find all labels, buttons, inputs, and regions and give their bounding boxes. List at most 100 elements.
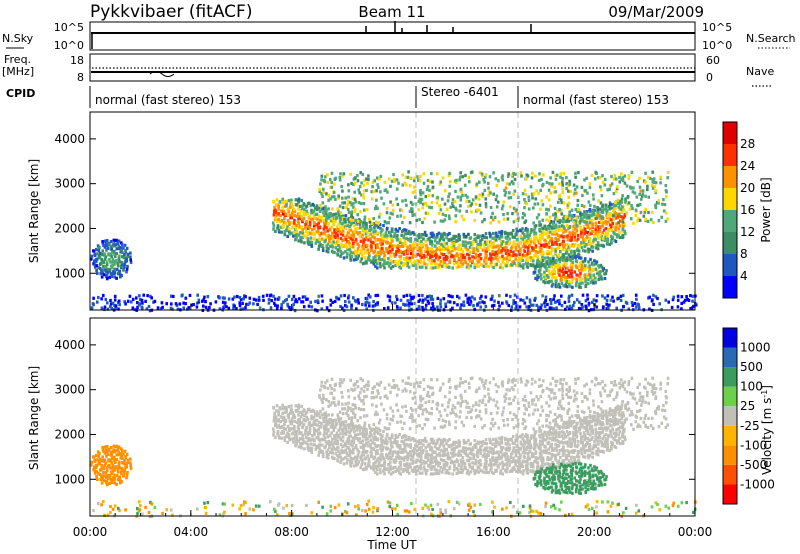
power-cell	[500, 207, 504, 211]
velocity-cell	[521, 437, 525, 441]
velocity-cell	[580, 452, 584, 456]
power-cell	[334, 212, 338, 216]
velocity-cell	[562, 423, 565, 427]
power-cell	[439, 260, 443, 264]
velocity-cell	[505, 463, 508, 467]
power-cell	[541, 258, 545, 262]
power-cell	[640, 197, 643, 201]
power-cell	[501, 247, 505, 251]
power-cell	[588, 227, 592, 231]
power-cell	[614, 200, 617, 205]
power-cell	[468, 296, 471, 300]
power-cell	[354, 227, 357, 231]
velocity-cell	[512, 466, 516, 470]
power-cell	[579, 219, 582, 223]
velocity-cell	[540, 453, 543, 457]
power-cell	[443, 189, 447, 193]
power-cell	[468, 250, 472, 254]
power-cell	[408, 302, 411, 306]
power-cell	[339, 211, 343, 215]
velocity-cell	[392, 458, 396, 462]
power-cell	[373, 249, 377, 253]
power-cell	[547, 219, 551, 223]
power-cell	[104, 265, 108, 269]
power-cell	[511, 212, 514, 216]
power-cell	[566, 234, 569, 238]
velocity-cell	[418, 454, 421, 458]
power-cell	[595, 216, 598, 220]
power-cell	[516, 218, 520, 222]
power-cell	[192, 303, 195, 307]
power-cell	[327, 309, 331, 313]
power-cell	[536, 202, 540, 206]
velocity-cell	[502, 463, 506, 467]
power-cell	[288, 213, 292, 217]
power-cell	[106, 307, 110, 311]
velocity-cell	[334, 441, 337, 446]
power-cell	[657, 219, 661, 223]
power-cell	[587, 213, 590, 218]
power-cell	[623, 229, 626, 233]
power-cell	[344, 300, 347, 304]
power-cell	[345, 205, 348, 210]
velocity-cell	[386, 440, 389, 444]
power-cell	[471, 295, 474, 299]
power-cell	[409, 200, 413, 205]
power-cell	[524, 192, 528, 197]
velocity-cell	[434, 442, 438, 446]
power-cell	[121, 263, 124, 267]
power-cell	[554, 215, 558, 219]
velocity-cell	[419, 460, 422, 464]
velocity-cell	[391, 470, 395, 475]
power-cell	[555, 232, 559, 236]
power-cell	[579, 211, 582, 215]
power-cell	[557, 253, 560, 257]
power-cell	[554, 251, 557, 255]
velocity-cell	[471, 461, 474, 465]
power-cell	[279, 214, 282, 218]
power-cell	[258, 306, 262, 310]
power-cell	[334, 197, 337, 201]
power-cell	[666, 170, 670, 174]
power-cell	[604, 227, 608, 231]
velocity-cell	[373, 432, 376, 436]
power-cell	[284, 212, 288, 216]
power-cell	[320, 215, 323, 219]
velocity-cell	[518, 462, 521, 466]
power-cell	[576, 224, 579, 228]
power-cell	[417, 305, 421, 309]
power-cell	[474, 252, 478, 256]
velocity-cell	[548, 462, 552, 467]
power-cell	[470, 170, 474, 174]
power-cell	[510, 305, 513, 309]
velocity-cell	[489, 439, 492, 443]
velocity-cell	[407, 443, 410, 447]
power-cell	[583, 213, 586, 217]
power-cell	[153, 299, 157, 303]
velocity-cell	[566, 444, 570, 448]
power-cell	[292, 302, 295, 306]
power-cell	[323, 214, 326, 218]
power-cell	[426, 299, 430, 303]
velocity-cell	[317, 453, 320, 457]
power-cell	[487, 257, 491, 261]
power-cell	[336, 253, 340, 257]
power-cell	[591, 278, 595, 282]
power-cell	[549, 204, 552, 208]
velocity-cell	[379, 464, 382, 468]
power-cell	[332, 240, 335, 244]
power-cell	[300, 300, 303, 304]
power-cell	[524, 261, 528, 265]
power-cell	[595, 305, 598, 309]
velocity-cell	[429, 459, 432, 463]
power-cell	[553, 226, 556, 230]
power-cell	[479, 262, 483, 266]
power-cell	[528, 304, 531, 309]
power-cell	[575, 260, 579, 264]
nsearch-tick-bottom: 10^0	[702, 39, 732, 52]
power-cell	[654, 189, 658, 193]
velocity-cell	[306, 430, 309, 435]
velocity-cell	[330, 447, 334, 451]
power-cell	[492, 171, 495, 175]
power-cell	[553, 230, 556, 235]
